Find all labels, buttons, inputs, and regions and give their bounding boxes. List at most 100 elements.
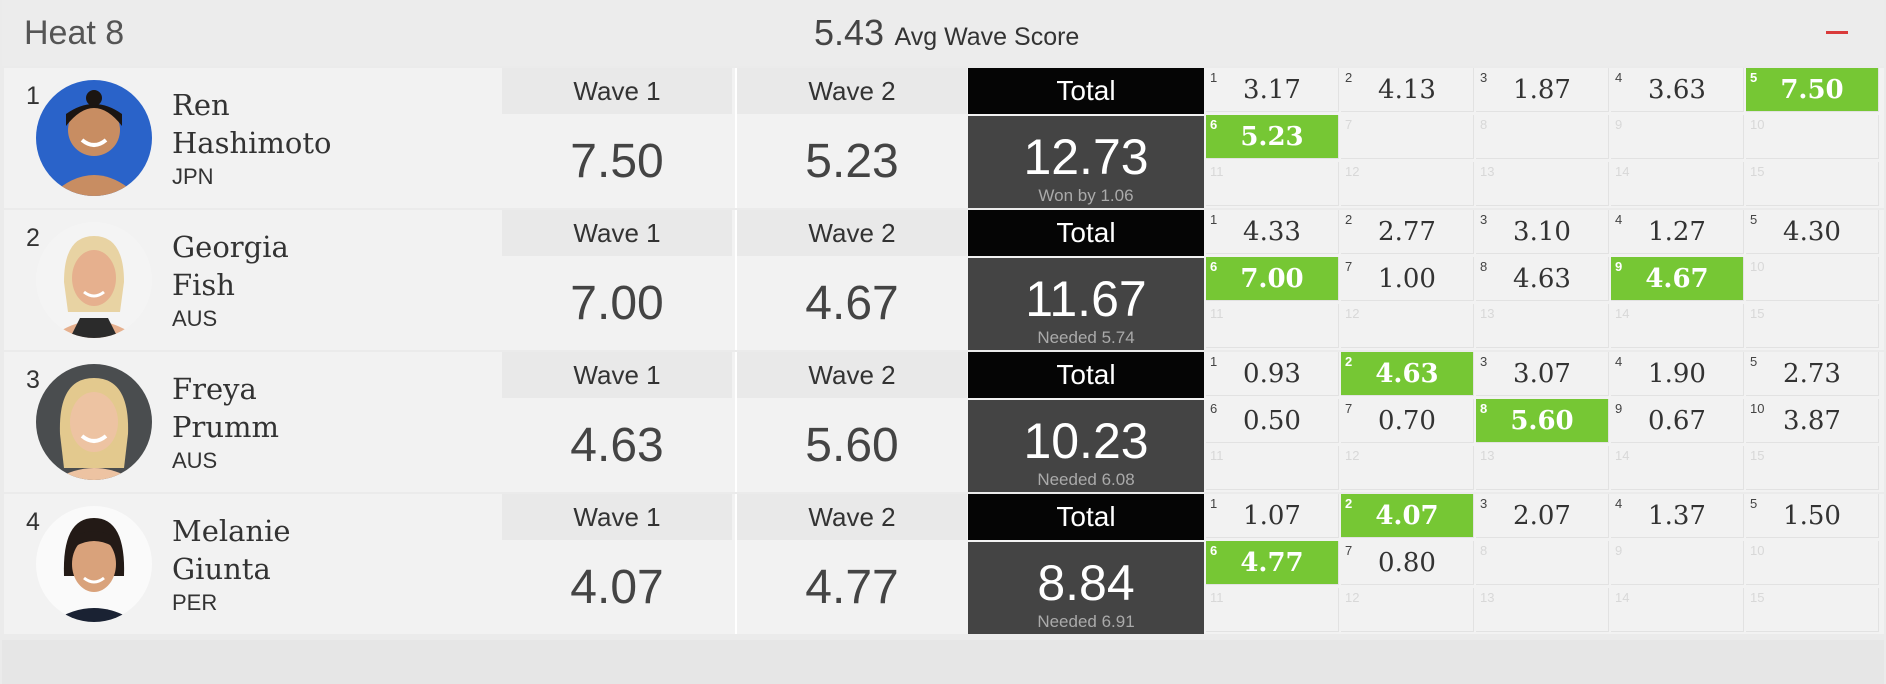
minus-icon[interactable]: [1826, 31, 1848, 34]
last-name: Prumm: [172, 410, 280, 444]
wave-score-value: 2.73: [1783, 359, 1841, 389]
wave-score-cell: 8: [1476, 541, 1609, 585]
first-name: Melanie: [172, 514, 291, 548]
wave-score-cell: 8 4.63: [1476, 257, 1609, 301]
wave-number: 12: [1345, 590, 1360, 605]
total-box: 12.73 Won by 1.06: [968, 116, 1204, 208]
wave-number: 9: [1615, 117, 1623, 132]
wave-score-cell: 9: [1611, 541, 1744, 585]
wave2-score: 5.23: [805, 135, 899, 188]
wave-number: 11: [1210, 164, 1224, 179]
wave1-score: 4.63: [570, 419, 664, 472]
wave-score-cell: 13: [1476, 588, 1609, 632]
wave-score-cell: 3 3.10: [1476, 210, 1609, 254]
last-name: Giunta: [172, 552, 271, 586]
wave-score-value: 1.50: [1783, 501, 1841, 531]
country: JPN: [172, 164, 214, 189]
wave-number: 2: [1345, 70, 1353, 85]
country: AUS: [172, 448, 218, 473]
avg-wave-score-value: 5.43: [814, 12, 885, 53]
wave-number: 12: [1345, 306, 1360, 321]
counting-wave-score: 6 4.77: [1206, 541, 1339, 585]
wave-score-cell: 1 1.07: [1206, 494, 1339, 538]
wave-score-cell: 5 4.30: [1746, 210, 1879, 254]
wave-number: 11: [1210, 448, 1224, 463]
wave1-label: Wave 1: [502, 210, 732, 256]
athlete-row: 2 Georgia Fish AUS Wave 1 7.00 Wave 2 4.…: [4, 210, 1884, 350]
wave-number: 11: [1210, 306, 1224, 321]
wave-score-cell: 14: [1611, 304, 1744, 348]
athlete-name: Freya Prumm AUS: [172, 370, 279, 474]
wave-score-cell: 12: [1341, 304, 1474, 348]
wave-score-cell: 13: [1476, 304, 1609, 348]
total-label: Total: [968, 210, 1204, 256]
wave-number: 8: [1480, 543, 1488, 558]
athlete-row: 3 Freya Prumm AUS Wave 1 4.63 Wave 2 5.6…: [4, 352, 1884, 492]
counting-wave-score: 5 7.50: [1746, 68, 1879, 112]
wave-number: 7: [1345, 117, 1353, 132]
wave-number: 4: [1615, 496, 1623, 511]
wave-score-cell: 4 1.90: [1611, 352, 1744, 396]
wave-score-cell: 15: [1746, 446, 1879, 490]
wave-number: 1: [1210, 496, 1218, 511]
wave-number: 4: [1615, 354, 1623, 369]
wave-score-value: 4.63: [1375, 359, 1439, 389]
counting-wave-score: 6 5.23: [1206, 115, 1339, 159]
athlete-row: 1 Ren Hashimoto JPN Wave 1 7.50 Wave 2 5…: [4, 68, 1884, 208]
rank: 4: [26, 508, 40, 536]
wave-score-cell: 3 2.07: [1476, 494, 1609, 538]
wave-score-value: 1.87: [1513, 75, 1571, 105]
wave-score-value: 2.77: [1378, 217, 1436, 247]
wave-score-cell: 11: [1206, 162, 1339, 206]
wave-score-cell: 9 0.67: [1611, 399, 1744, 443]
wave-number: 5: [1750, 496, 1758, 511]
wave-number: 6: [1210, 543, 1218, 558]
divider: [735, 210, 737, 350]
wave-score-cell: 8: [1476, 115, 1609, 159]
wave-score-value: 3.07: [1513, 359, 1571, 389]
wave-score-cell: 10 3.87: [1746, 399, 1879, 443]
avatar: [36, 506, 152, 622]
wave-number: 10: [1750, 401, 1765, 416]
wave-number: 15: [1750, 164, 1765, 179]
avg-wave-score: 5.43 Avg Wave Score: [814, 12, 1079, 54]
rank: 2: [26, 224, 40, 252]
total-score: 12.73: [1023, 129, 1149, 185]
total-score: 11.67: [1025, 271, 1147, 327]
divider: [735, 494, 737, 634]
athlete-name: Georgia Fish AUS: [172, 228, 289, 332]
first-name: Freya: [172, 372, 257, 406]
rank: 1: [26, 82, 40, 110]
wave-score-cell: 4 3.63: [1611, 68, 1744, 112]
total-box: 11.67 Needed 5.74: [968, 258, 1204, 350]
wave-score-cell: 14: [1611, 446, 1744, 490]
wave-score-value: 7.50: [1780, 75, 1844, 105]
wave-score-cell: 11: [1206, 446, 1339, 490]
wave-number: 7: [1345, 543, 1353, 558]
wave-score-cell: 15: [1746, 304, 1879, 348]
wave-number: 10: [1750, 259, 1765, 274]
wave-number: 1: [1210, 212, 1218, 227]
wave-score-value: 0.80: [1378, 548, 1436, 578]
wave-score-cell: 12: [1341, 446, 1474, 490]
wave-score-cell: 15: [1746, 588, 1879, 632]
wave-score-cell: 5 2.73: [1746, 352, 1879, 396]
wave1-score: 7.50: [570, 135, 664, 188]
wave2-score: 5.60: [805, 419, 899, 472]
total-note: Needed 6.91: [1037, 612, 1135, 631]
wave-score-cell: 4 1.37: [1611, 494, 1744, 538]
avatar: [36, 364, 152, 480]
athlete-row: 4 Melanie Giunta PER Wave 1 4.07 Wave 2 …: [4, 494, 1884, 634]
wave-number: 9: [1615, 543, 1623, 558]
athlete-name: Ren Hashimoto JPN: [172, 86, 332, 190]
wave-number: 4: [1615, 70, 1623, 85]
wave-score-cell: 11: [1206, 588, 1339, 632]
wave-score-cell: 3 1.87: [1476, 68, 1609, 112]
wave2-score: 4.77: [805, 561, 899, 614]
wave-number: 2: [1345, 212, 1353, 227]
wave-number: 14: [1615, 306, 1630, 321]
wave-score-value: 1.90: [1648, 359, 1706, 389]
wave-number: 9: [1615, 259, 1623, 274]
wave-score-cell: 10: [1746, 257, 1879, 301]
wave-number: 4: [1615, 212, 1623, 227]
